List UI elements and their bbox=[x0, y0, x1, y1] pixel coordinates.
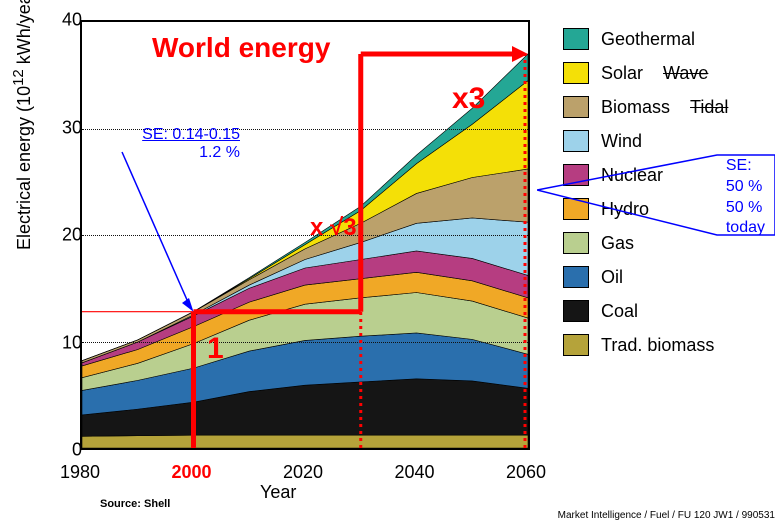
legend-label: Biomass bbox=[601, 97, 670, 118]
legend-item: Nuclear bbox=[563, 158, 728, 192]
se-left-annotation: SE: 0.14-0.15 1.2 % bbox=[100, 126, 240, 163]
legend: Geothermal Solar Wave Biomass Tidal Wind Nucle… bbox=[563, 22, 728, 362]
legend-struck: Wave bbox=[663, 63, 708, 84]
se-left-line1: SE: 0.14-0.15 bbox=[100, 126, 240, 144]
legend-swatch bbox=[563, 232, 589, 254]
y-axis-label-sup: 12 bbox=[10, 69, 27, 86]
se-right-line2: 50 % bbox=[726, 198, 765, 219]
legend-swatch bbox=[563, 130, 589, 152]
x-tick: 2020 bbox=[283, 462, 323, 483]
legend-swatch bbox=[563, 266, 589, 288]
legend-swatch bbox=[563, 334, 589, 356]
legend-item: Gas bbox=[563, 226, 728, 260]
y-axis-label: Electrical energy (1012 kWh/year) bbox=[10, 0, 35, 250]
y-axis-label-text: Electrical energy (10 bbox=[14, 86, 34, 250]
footer-text: Market Intelligence / Fuel / FU 120 JW1 … bbox=[558, 510, 775, 521]
multiplier-3: x3 bbox=[452, 82, 485, 116]
legend-label: Wind bbox=[601, 131, 642, 152]
legend-item: Coal bbox=[563, 294, 728, 328]
legend-label: Solar bbox=[601, 63, 643, 84]
legend-item: Geothermal bbox=[563, 22, 728, 56]
legend-label: Oil bbox=[601, 267, 623, 288]
legend-label: Hydro bbox=[601, 199, 649, 220]
x-tick: 1980 bbox=[60, 462, 100, 483]
se-right-title: SE: bbox=[726, 156, 765, 177]
legend-label: Gas bbox=[601, 233, 634, 254]
multiplier-sqrt3: x √3 bbox=[310, 214, 357, 242]
y-axis-label-tail: kWh/year) bbox=[14, 0, 34, 69]
legend-label: Trad. biomass bbox=[601, 335, 714, 356]
legend-label: Coal bbox=[601, 301, 638, 322]
se-right-line3: today bbox=[726, 218, 765, 239]
x-axis-label: Year bbox=[260, 482, 296, 503]
se-left-line2: 1.2 % bbox=[100, 144, 240, 162]
plot-area: World energy 1 x √3 x3 bbox=[80, 20, 530, 450]
source-label: Source: Shell bbox=[100, 498, 170, 510]
se-right-line1: 50 % bbox=[726, 177, 765, 198]
multiplier-1: 1 bbox=[207, 332, 224, 366]
legend-item: Wind bbox=[563, 124, 728, 158]
legend-item: Oil bbox=[563, 260, 728, 294]
chart-title: World energy bbox=[152, 32, 330, 64]
legend-swatch bbox=[563, 96, 589, 118]
x-tick: 2060 bbox=[506, 462, 546, 483]
legend-swatch bbox=[563, 28, 589, 50]
legend-label: Geothermal bbox=[601, 29, 695, 50]
x-tick: 2040 bbox=[394, 462, 434, 483]
legend-swatch bbox=[563, 164, 589, 186]
legend-item: Solar Wave bbox=[563, 56, 728, 90]
legend-swatch bbox=[563, 62, 589, 84]
x-tick-highlight: 2000 bbox=[171, 462, 211, 483]
legend-item: Hydro bbox=[563, 192, 728, 226]
figure-root: { "chart": { "type": "stacked-area", "ti… bbox=[0, 0, 783, 523]
legend-swatch bbox=[563, 300, 589, 322]
legend-struck: Tidal bbox=[690, 97, 728, 118]
legend-label: Nuclear bbox=[601, 165, 663, 186]
legend-item: Trad. biomass bbox=[563, 328, 728, 362]
legend-item: Biomass Tidal bbox=[563, 90, 728, 124]
legend-swatch bbox=[563, 198, 589, 220]
